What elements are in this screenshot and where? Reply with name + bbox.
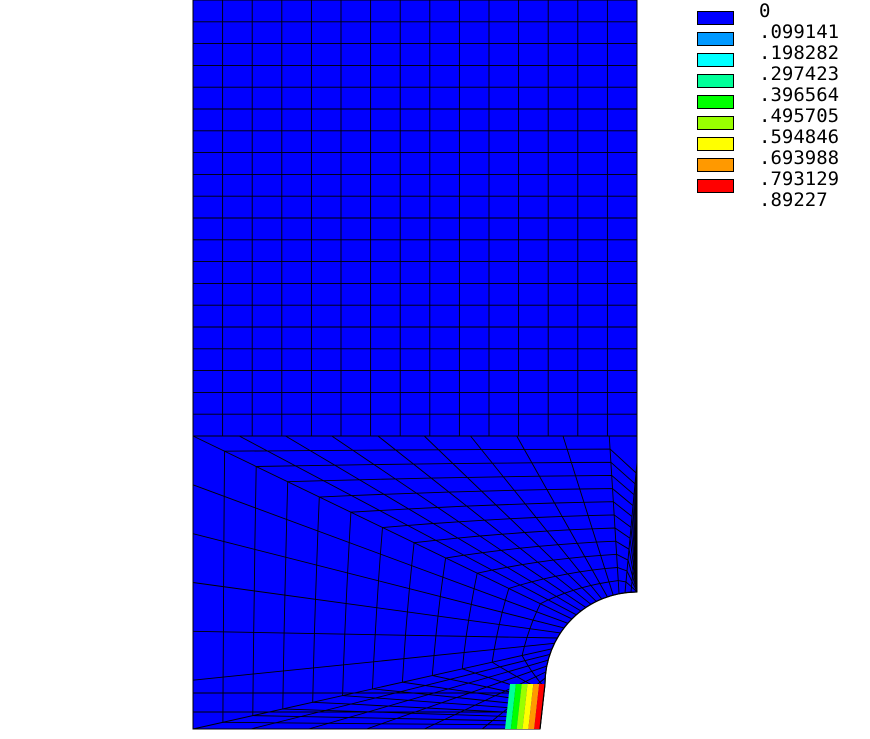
mesh-lines — [192, 0, 638, 730]
legend-entry: .89227 — [697, 191, 867, 212]
stress-concentration-zone — [505, 684, 545, 729]
legend-swatch — [697, 32, 734, 46]
stress-band — [528, 684, 540, 729]
legend-label: .693988 — [759, 147, 840, 169]
legend-entry: .099141 — [697, 21, 867, 46]
legend-label: .099141 — [759, 21, 840, 43]
legend-entry: .198282 — [697, 42, 867, 67]
stress-band — [510, 684, 522, 729]
stress-band — [516, 684, 528, 729]
legend-swatch — [697, 11, 734, 25]
legend-swatch — [697, 116, 734, 130]
legend-label: .396564 — [759, 84, 840, 106]
legend-swatch — [697, 95, 734, 109]
legend-label: .594846 — [759, 126, 840, 148]
legend-entry: .693988 — [697, 147, 867, 172]
legend-swatch — [697, 158, 734, 172]
stress-band — [522, 684, 534, 729]
legend-entry: 0 — [697, 0, 867, 25]
contour-legend: 0 .099141 .198282 .297423 .396564 .49570… — [697, 2, 867, 212]
legend-label: .89227 — [759, 189, 828, 211]
legend-label: .495705 — [759, 105, 840, 127]
stress-band — [534, 684, 545, 729]
legend-label: .297423 — [759, 63, 840, 85]
legend-entry: .297423 — [697, 63, 867, 88]
legend-label: .793129 — [759, 168, 840, 190]
legend-label: 0 — [759, 0, 771, 22]
legend-swatch — [697, 179, 734, 193]
legend-entry: .396564 — [697, 84, 867, 109]
stress-band — [505, 684, 516, 729]
legend-entry: .793129 — [697, 168, 867, 193]
legend-swatch — [697, 53, 734, 67]
legend-entry: .594846 — [697, 126, 867, 151]
legend-swatch — [697, 137, 734, 151]
legend-label: .198282 — [759, 42, 840, 64]
hole-boundary — [539, 591, 638, 730]
legend-entry: .495705 — [697, 105, 867, 130]
legend-swatch — [697, 74, 734, 88]
